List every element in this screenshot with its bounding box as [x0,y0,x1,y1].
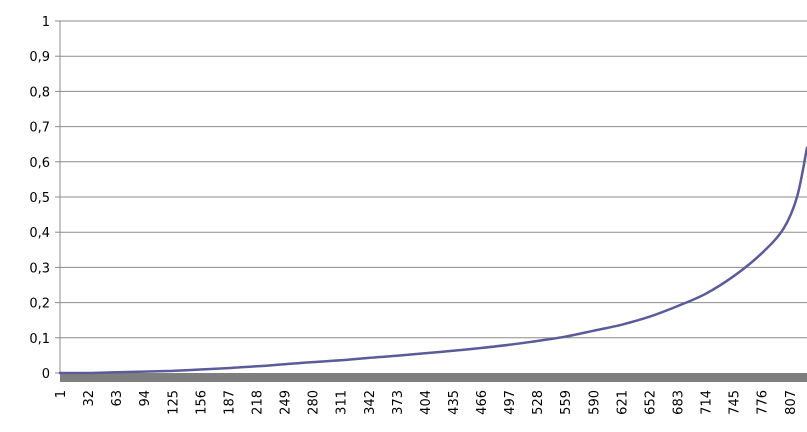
x-tick-label: 559 [559,390,574,415]
y-tick-labels: 0 0,1 0,2 0,3 0,4 0,5 0,6 0,7 0,8 0,9 1 [29,15,60,382]
x-tick-label: 745 [728,390,743,415]
x-tick-label: 156 [194,390,209,415]
x-tick-label: 373 [391,390,406,415]
x-tick-label: 249 [279,390,294,415]
x-tick-label: 404 [419,390,434,415]
x-tick-labels: 1 32 63 94 125 156 187 218 249 280 311 342 373 404 435… [54,390,799,415]
x-tick-label: 590 [587,390,602,415]
y-tick-label: 0 [42,367,50,382]
x-tick-label: 342 [363,390,378,415]
x-tick-label: 1 [54,390,69,398]
x-tick-label: 280 [307,390,322,415]
x-tick-label: 218 [250,390,265,415]
x-tick-label: 32 [82,390,97,407]
x-tick-label: 776 [756,390,771,415]
y-tick-label: 0,5 [29,191,50,206]
x-tick-label: 125 [166,390,181,415]
x-tick-label: 683 [672,390,687,415]
y-tick-label: 0,2 [29,297,50,312]
x-tick-label: 807 [784,390,799,415]
y-tick-label: 0,1 [29,332,50,347]
x-tick-label: 94 [138,390,153,407]
x-tick-label: 497 [503,390,518,415]
y-tick-label: 0,6 [29,156,50,171]
y-tick-label: 0,8 [29,85,50,100]
y-tick-label: 0,3 [29,261,50,276]
series-layer [58,146,807,375]
series-line [58,146,807,375]
y-tick-label: 0,4 [29,226,50,241]
x-tick-label: 528 [531,390,546,415]
gridlines [60,20,807,339]
chart-floor [60,373,807,382]
x-tick-label: 187 [222,390,237,415]
x-tick-label: 63 [110,390,125,407]
x-tick-label: 652 [643,390,658,415]
x-tick-label: 435 [447,390,462,415]
x-tick-label: 621 [615,390,630,415]
x-tick-label: 714 [700,390,715,415]
y-tick-label: 1 [42,15,50,30]
y-tick-label: 0,9 [29,50,50,65]
x-tick-label: 311 [335,390,350,415]
y-tick-label: 0,7 [29,121,50,136]
x-tick-label: 466 [475,390,490,415]
